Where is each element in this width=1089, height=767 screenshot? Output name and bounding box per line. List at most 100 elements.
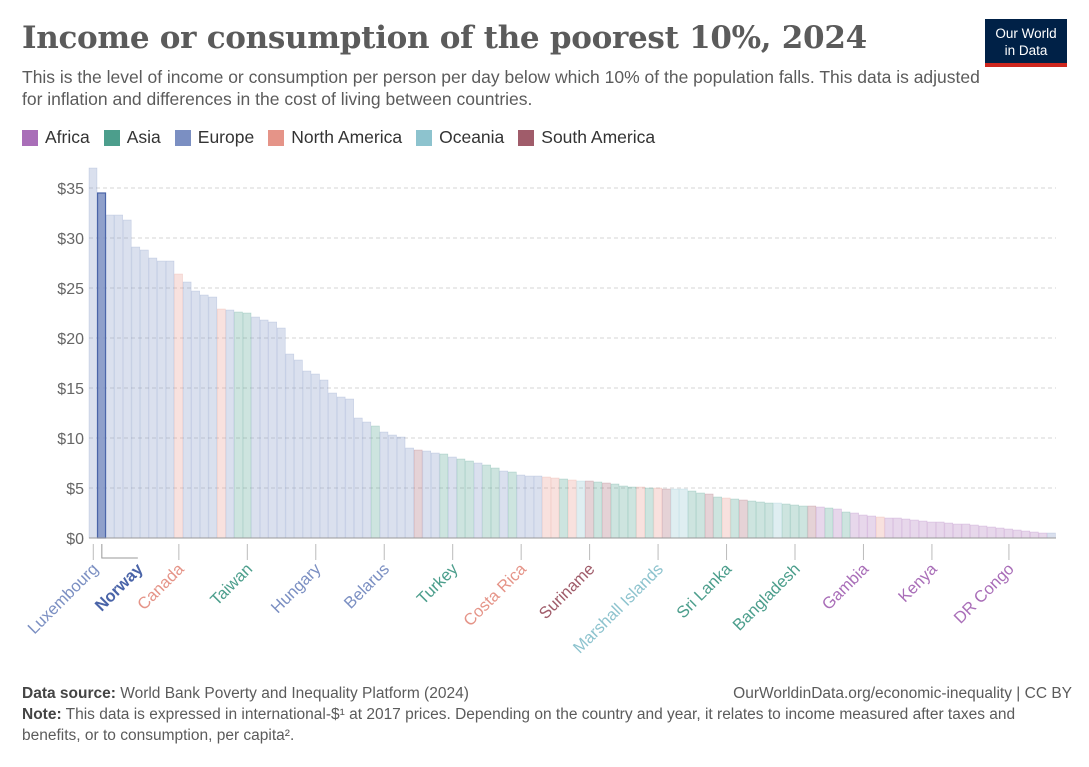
bar[interactable]	[1038, 532, 1048, 539]
bar[interactable]	[405, 447, 414, 539]
bar[interactable]	[884, 517, 894, 539]
bar[interactable]	[1030, 531, 1039, 539]
bar[interactable]	[131, 246, 141, 539]
bar[interactable]	[764, 502, 774, 539]
x-label-turkey[interactable]: Turkey	[414, 560, 462, 608]
bar[interactable]	[696, 492, 705, 539]
bar[interactable]	[807, 505, 817, 539]
x-label-canada[interactable]: Canada	[134, 560, 188, 614]
bar[interactable]	[353, 417, 363, 539]
bar[interactable]	[970, 524, 979, 539]
bar[interactable]	[567, 479, 577, 539]
bar[interactable]	[473, 462, 483, 539]
bar[interactable]	[901, 518, 911, 539]
bar[interactable]	[456, 458, 466, 539]
bar[interactable]	[482, 464, 491, 539]
bar[interactable]	[191, 290, 200, 539]
bar[interactable]	[653, 487, 663, 539]
bar[interactable]	[422, 450, 431, 539]
bar[interactable]	[730, 498, 740, 539]
owid-logo[interactable]: Our World in Data	[985, 19, 1067, 67]
bar[interactable]	[619, 485, 628, 539]
x-label-luxembourg[interactable]: Luxembourg	[25, 560, 103, 638]
x-label-dr-congo[interactable]: DR Congo	[951, 560, 1018, 627]
legend-item-africa[interactable]: Africa	[22, 127, 90, 148]
legend-item-asia[interactable]: Asia	[103, 127, 161, 148]
bar[interactable]	[713, 496, 722, 539]
bar[interactable]	[508, 471, 517, 539]
bar[interactable]	[679, 488, 688, 539]
bar[interactable]	[259, 319, 269, 539]
bar[interactable]	[319, 379, 329, 539]
bar[interactable]	[893, 517, 902, 539]
bar[interactable]	[824, 507, 834, 539]
bar[interactable]	[217, 308, 226, 539]
bar[interactable]	[379, 431, 389, 539]
bar[interactable]	[439, 453, 449, 539]
bar[interactable]	[251, 316, 260, 539]
bar[interactable]	[662, 488, 671, 539]
bar[interactable]	[242, 312, 252, 539]
bar[interactable]	[345, 398, 354, 539]
bar[interactable]	[944, 522, 954, 539]
bar[interactable]	[294, 359, 303, 539]
bar[interactable]	[490, 467, 500, 539]
bar[interactable]	[328, 392, 337, 539]
bar[interactable]	[721, 497, 731, 539]
bar[interactable]	[781, 503, 791, 539]
bar[interactable]	[114, 214, 123, 539]
bar[interactable]	[88, 167, 98, 539]
x-label-costa-rica[interactable]: Costa Rica	[460, 560, 530, 630]
bar[interactable]	[96, 192, 107, 539]
bar[interactable]	[542, 476, 551, 539]
bar[interactable]	[833, 508, 842, 539]
bar[interactable]	[174, 273, 183, 539]
bar[interactable]	[961, 523, 971, 539]
bar[interactable]	[388, 434, 397, 539]
bar[interactable]	[953, 523, 962, 539]
bar[interactable]	[1012, 529, 1022, 539]
bar[interactable]	[533, 475, 543, 539]
legend-item-europe[interactable]: Europe	[174, 127, 254, 148]
bar[interactable]	[105, 214, 115, 539]
bar[interactable]	[576, 480, 586, 539]
x-label-gambia[interactable]: Gambia	[819, 560, 873, 614]
bar[interactable]	[1021, 530, 1031, 539]
bar[interactable]	[559, 478, 568, 539]
bar[interactable]	[122, 219, 132, 539]
bar[interactable]	[995, 527, 1005, 539]
bar[interactable]	[165, 260, 175, 539]
bar[interactable]	[550, 477, 560, 539]
bar[interactable]	[687, 490, 697, 539]
bar[interactable]	[927, 521, 936, 539]
bar[interactable]	[268, 321, 277, 539]
bar[interactable]	[627, 486, 637, 539]
bar[interactable]	[234, 311, 243, 539]
bar[interactable]	[465, 460, 474, 539]
bar[interactable]	[978, 525, 988, 539]
bar[interactable]	[593, 481, 603, 539]
bar[interactable]	[525, 475, 534, 539]
bar[interactable]	[302, 370, 312, 539]
bar[interactable]	[987, 526, 996, 539]
x-label-bangladesh[interactable]: Bangladesh	[729, 560, 803, 634]
bar[interactable]	[739, 499, 748, 539]
bar[interactable]	[199, 294, 209, 539]
bar[interactable]	[704, 493, 714, 539]
bar[interactable]	[910, 519, 919, 539]
bar[interactable]	[790, 504, 799, 539]
bar[interactable]	[448, 456, 457, 539]
bar[interactable]	[644, 487, 654, 539]
x-label-suriname[interactable]: Suriname	[536, 560, 599, 623]
bar[interactable]	[935, 521, 945, 539]
bar[interactable]	[516, 474, 526, 539]
bar[interactable]	[636, 486, 645, 539]
bar[interactable]	[208, 296, 218, 539]
bar[interactable]	[362, 421, 372, 539]
bar[interactable]	[841, 511, 851, 539]
bar[interactable]	[670, 488, 680, 539]
x-label-sri-lanka[interactable]: Sri Lanka	[673, 560, 736, 623]
bar[interactable]	[1047, 532, 1056, 539]
bar[interactable]	[858, 514, 868, 539]
bar[interactable]	[140, 249, 149, 539]
